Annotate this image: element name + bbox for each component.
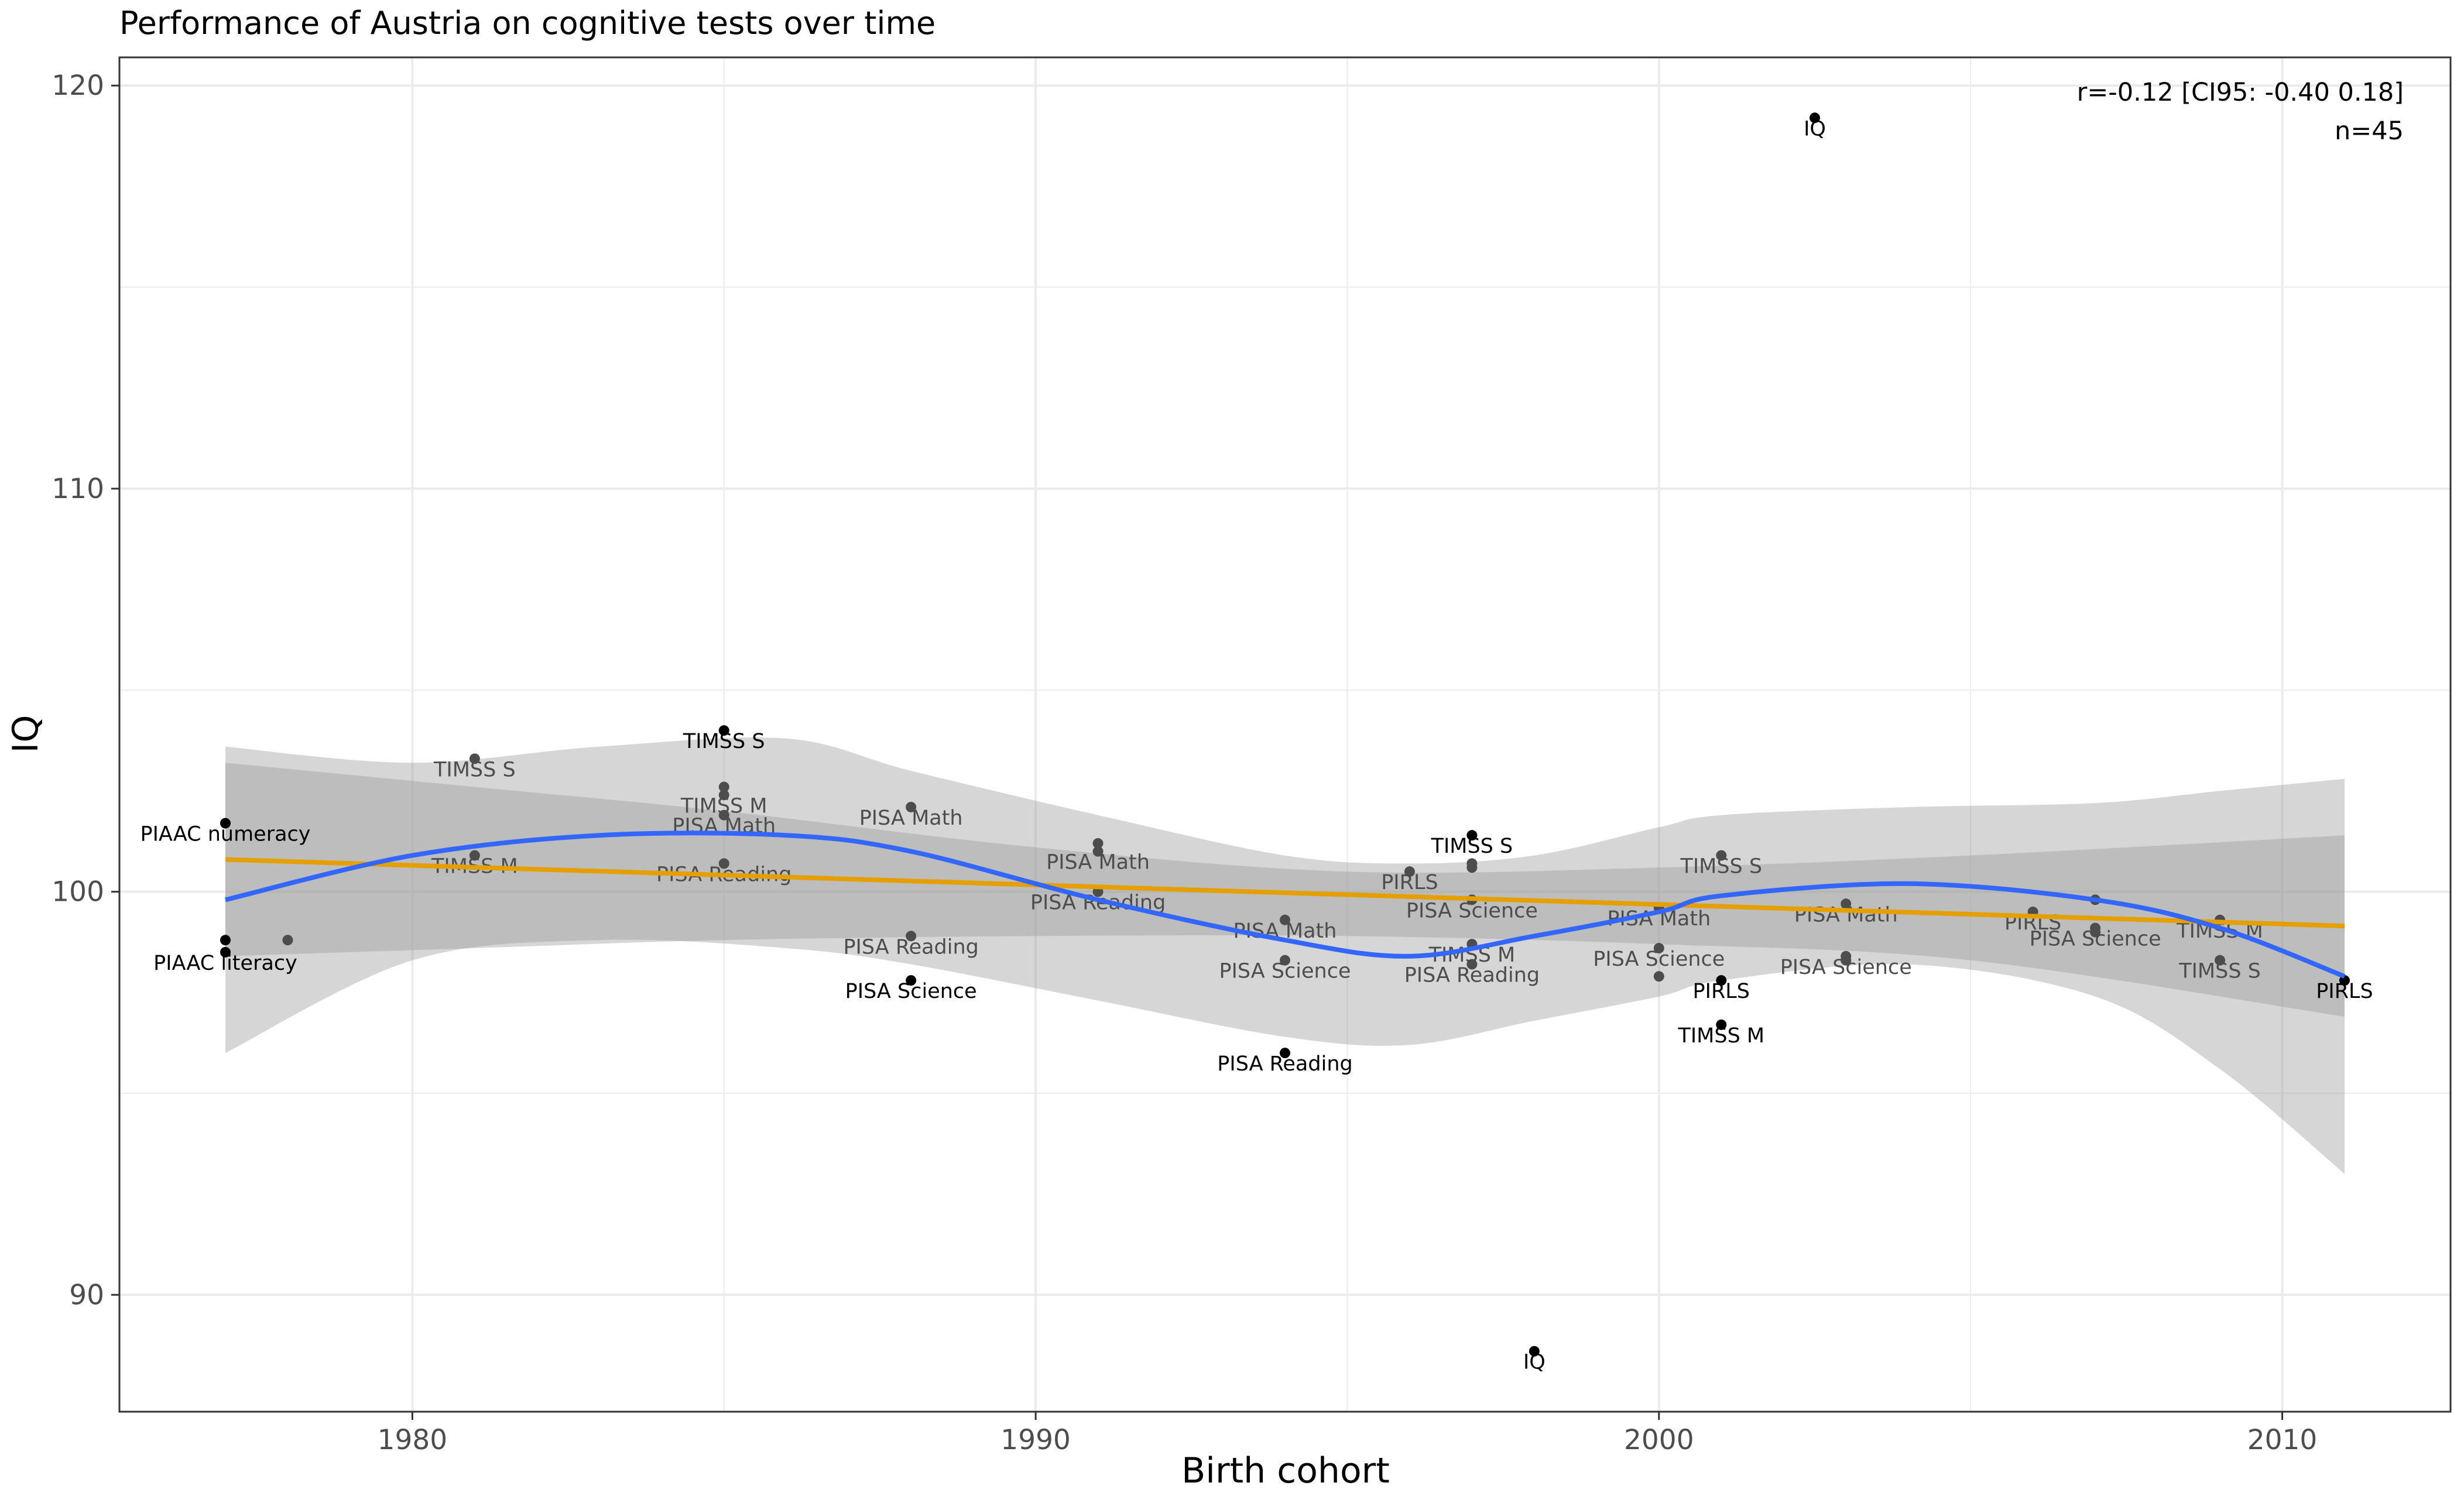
data-point [1653, 943, 1664, 954]
y-tick-label: 100 [52, 876, 104, 908]
annotation-text: r=-0.12 [CI95: -0.40 0.18] [2077, 78, 2404, 107]
annotation-text: n=45 [2335, 116, 2404, 146]
x-tick-label: 2000 [1624, 1424, 1694, 1456]
point-label: PISA Science [1219, 960, 1351, 983]
data-point [282, 935, 293, 946]
point-label: TIMSS S [1680, 855, 1762, 879]
data-point [469, 850, 480, 861]
point-label: PISA Science [1406, 899, 1538, 922]
x-axis-title: Birth cohort [1181, 1450, 1390, 1491]
y-tick-label: 90 [69, 1279, 104, 1311]
linear-fit-line [225, 857, 2345, 929]
data-point [906, 975, 917, 986]
data-point [1280, 1048, 1290, 1059]
point-label: TIMSS S [433, 758, 516, 781]
point-label: PISA Math [859, 807, 963, 830]
data-point [2090, 926, 2101, 938]
data-point [1716, 1019, 1727, 1030]
point-label: PISA Math [1794, 903, 1898, 926]
data-point [1716, 975, 1727, 986]
plot-panel: PIAAC numeracy PIAAC literacy TIMSS S TIMSS… [52, 56, 2452, 1456]
data-point [1841, 955, 1852, 966]
point-label: TIMSS S [683, 730, 765, 753]
point-label: IQ [1523, 1351, 1545, 1374]
point-label: TIMSS M [1677, 1024, 1764, 1048]
point-label: PISA Reading [1217, 1052, 1352, 1076]
point-label: PISA Math [1046, 851, 1150, 874]
point-label: PISA Science [1593, 948, 1725, 971]
point-label: PIAAC numeracy [140, 823, 310, 846]
data-point [1466, 862, 1478, 873]
point-label: TIMSS M [680, 794, 767, 818]
y-tick-label: 110 [52, 473, 104, 505]
data-point [1466, 830, 1478, 841]
point-label: PISA Science [845, 980, 977, 1003]
point-label: IQ [1804, 117, 1826, 140]
data-point [906, 801, 917, 812]
data-point [1841, 898, 1852, 910]
data-point [718, 809, 729, 821]
data-point [1529, 1346, 1540, 1357]
x-tick-label: 1990 [1000, 1424, 1071, 1456]
data-point [718, 781, 729, 792]
point-label: PISA Reading [1404, 964, 1540, 987]
linear-ci-ribbon [225, 763, 2345, 1017]
data-point [1280, 955, 1290, 966]
data-point [469, 753, 480, 764]
data-point [1092, 838, 1104, 849]
point-label: PIAAC literacy [153, 952, 297, 975]
panel-background [119, 57, 2451, 1412]
data-point [718, 790, 729, 801]
data-point [1466, 959, 1478, 970]
data-point [1810, 112, 1820, 123]
data-point [718, 858, 729, 869]
y-axis-title: IQ [5, 715, 46, 753]
y-tick-label: 120 [52, 70, 104, 102]
chart-title: Performance of Austria on cognitive test… [119, 5, 935, 42]
data-point [1653, 971, 1664, 982]
smooth-fit-line [225, 831, 2346, 979]
point-label: PISA Science [1780, 956, 1912, 979]
point-label: PIRLS [2316, 980, 2373, 1003]
data-point [1404, 866, 1415, 877]
data-point [1092, 846, 1104, 857]
point-label: PISA Reading [843, 935, 978, 959]
point-label: PIRLS [1381, 871, 1438, 894]
x-tick-label: 2010 [2247, 1424, 2318, 1456]
x-tick-label: 1980 [378, 1424, 448, 1456]
data-point [1280, 914, 1290, 925]
point-label: TIMSS S [2178, 960, 2261, 983]
data-point [220, 935, 231, 946]
data-point [906, 931, 917, 942]
data-point [2215, 955, 2226, 966]
point-label: PIRLS [1693, 980, 1750, 1003]
data-point [220, 946, 231, 958]
panel-border [118, 56, 2452, 1413]
data-point [718, 725, 729, 736]
point-label: PISA Science [2030, 928, 2161, 951]
point-label: TIMSS S [1431, 835, 1513, 858]
data-point [1716, 850, 1727, 861]
data-point [220, 818, 231, 829]
